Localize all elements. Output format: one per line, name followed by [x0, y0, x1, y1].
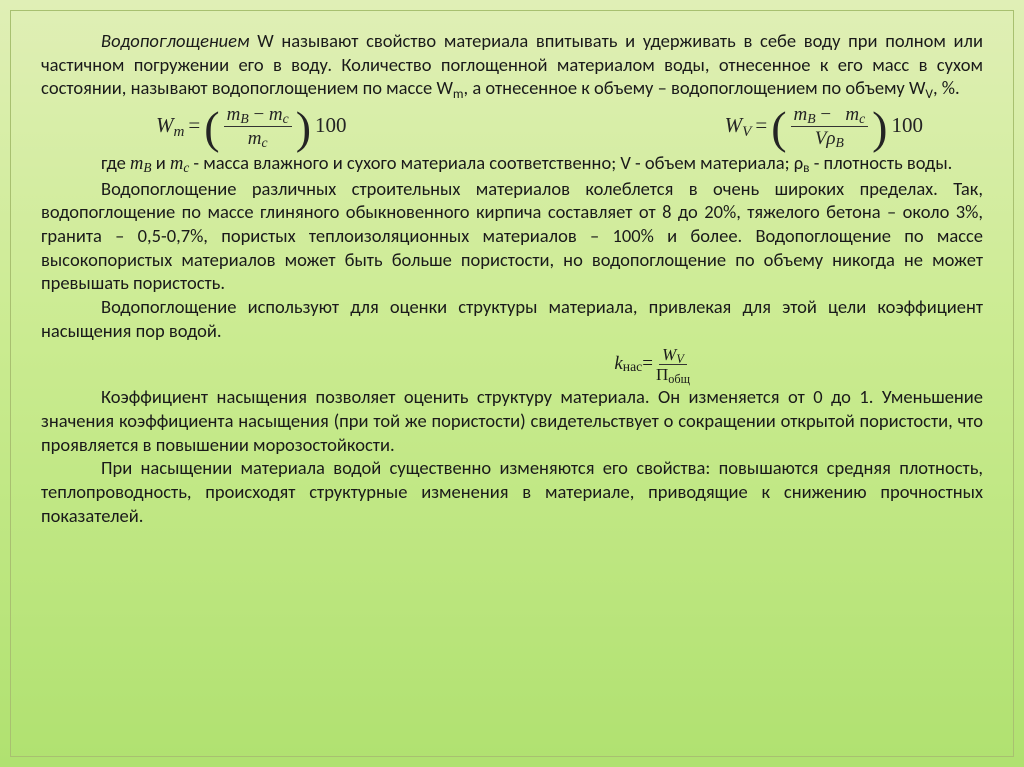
wm-frac: mB − mc mc [224, 103, 292, 150]
wv-num-minus: − [816, 104, 836, 125]
k-num: W [662, 345, 676, 364]
wv-frac: mB − mc VρB [791, 103, 869, 150]
wm-num-a: m [227, 104, 241, 125]
p2-post: - масса влажного и сухого материала соот… [189, 151, 803, 174]
wv-times100: 100 [892, 112, 924, 139]
paragraph-1: Водопоглощением W называют свойство мате… [41, 29, 983, 100]
wv-eq: = [755, 112, 767, 139]
slide-content: Водопоглощением W называют свойство мате… [10, 10, 1014, 757]
paragraph-6: При насыщении материала водой существенн… [41, 456, 983, 527]
wv-num-b: m [845, 104, 859, 125]
wv-num-b-sub: c [859, 111, 865, 126]
p2-m2sub: c [183, 160, 189, 175]
wm-lhs: W [156, 113, 174, 137]
wm-num-minus: − [249, 104, 269, 125]
p2-tail: - плотность воды. [810, 151, 953, 174]
p1-mid1: , а отнесенное к объему – водопоглощение… [464, 76, 926, 99]
wm-num-b-sub: c [283, 111, 289, 126]
p1-tail: , %. [933, 76, 960, 99]
formula-wm: Wm = ( mB − mc mc ) 100 [156, 102, 347, 149]
wm-eq: = [188, 112, 200, 139]
p1-sub1: m [453, 85, 464, 102]
wv-den-b: ρ [826, 128, 835, 149]
p2-and: и [152, 151, 170, 174]
p1-lead-italic: Водопоглощением [101, 29, 250, 52]
p2-m1sub: B [143, 160, 151, 175]
formula-knas-row: kнас = WV Побщ [41, 344, 983, 383]
formula-knas: kнас = WV Побщ [614, 344, 693, 383]
p2-rho-sub: в [803, 159, 809, 176]
wm-times100: 100 [315, 112, 347, 139]
wm-lhs-sub: m [174, 124, 185, 140]
wm-den-sub: c [261, 135, 267, 150]
paragraph-2: где mB и mc - масса влажного и сухого ма… [41, 151, 983, 177]
wv-lhs: W [725, 113, 743, 137]
formulas-row: Wm = ( mB − mc mc ) 100 WV = ( mB − mc [41, 100, 983, 151]
p2-pre: где [101, 151, 130, 174]
paragraph-3: Водопоглощение различных строительных ма… [41, 177, 983, 295]
wm-num-b: m [269, 104, 283, 125]
wv-num-a-sub: B [807, 111, 815, 126]
k-den: П [656, 365, 668, 384]
p2-m1: m [130, 154, 143, 174]
p2-m2: m [170, 154, 183, 174]
formula-wv: WV = ( mB − mc VρB ) 100 [725, 102, 923, 149]
wv-lhs-sub: V [742, 124, 751, 140]
wv-num-a: m [794, 104, 808, 125]
p1-sub2: V [925, 85, 933, 102]
wm-num-a-sub: B [240, 111, 248, 126]
wm-den: m [248, 128, 262, 149]
wv-den-a: V [815, 128, 827, 149]
k-den-sub: общ [668, 372, 690, 386]
k-eq: = [642, 352, 653, 376]
k-frac: WV Побщ [653, 345, 693, 384]
k-num-sub: V [676, 352, 683, 366]
wv-den-b-sub: B [836, 135, 844, 150]
k-lhs: k [614, 353, 622, 374]
paragraph-5: Коэффициент насыщения позволяет оценить … [41, 385, 983, 456]
paragraph-4: Водопоглощение используют для оценки стр… [41, 295, 983, 342]
